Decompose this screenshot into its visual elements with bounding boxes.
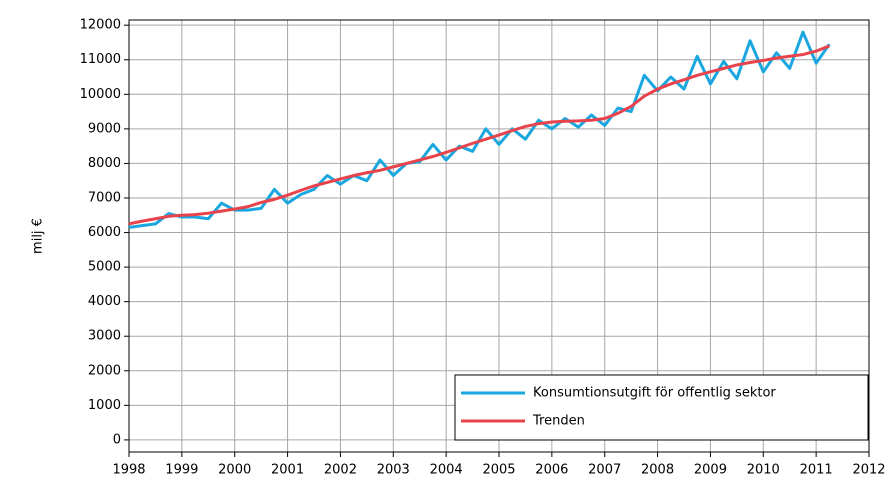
x-tick-label: 2005 <box>482 463 515 478</box>
x-tick-label: 2003 <box>377 463 410 478</box>
legend-label: Konsumtionsutgift för offentlig sektor <box>533 386 776 401</box>
y-tick-label: 7000 <box>88 190 121 205</box>
y-tick-label: 8000 <box>88 156 121 171</box>
y-tick-label: 1000 <box>88 398 121 413</box>
plot-frame <box>128 19 870 453</box>
y-tick-label: 2000 <box>88 363 121 378</box>
legend-box <box>454 374 869 441</box>
y-tick-label: 6000 <box>88 225 121 240</box>
x-tick-label: 2002 <box>324 463 357 478</box>
y-tick-label: 0 <box>113 432 121 447</box>
x-tick-label: 2001 <box>271 463 304 478</box>
y-tick-label: 11000 <box>80 52 121 67</box>
y-tick-label: 5000 <box>88 260 121 275</box>
x-tick-label: 2009 <box>694 463 727 478</box>
line-series <box>128 44 830 226</box>
x-tick-label: 2006 <box>535 463 568 478</box>
x-tick-label: 2012 <box>852 463 885 478</box>
x-tick-label: 2011 <box>800 463 833 478</box>
y-tick-label: 12000 <box>80 18 121 33</box>
x-tick-label: 2000 <box>218 463 251 478</box>
y-tick-label: 3000 <box>88 329 121 344</box>
y-axis-label: milj € <box>31 218 46 254</box>
x-tick-label: 2007 <box>588 463 621 478</box>
x-tick-label: 2008 <box>641 463 674 478</box>
x-tick-label: 2004 <box>430 463 463 478</box>
x-tick-label: 2010 <box>747 463 780 478</box>
x-tick-label: 1998 <box>112 463 145 478</box>
legend-label: Trenden <box>532 414 585 429</box>
y-tick-label: 10000 <box>80 87 121 102</box>
y-tick-label: 4000 <box>88 294 121 309</box>
y-tick-label: 9000 <box>88 121 121 136</box>
x-tick-label: 1999 <box>165 463 198 478</box>
